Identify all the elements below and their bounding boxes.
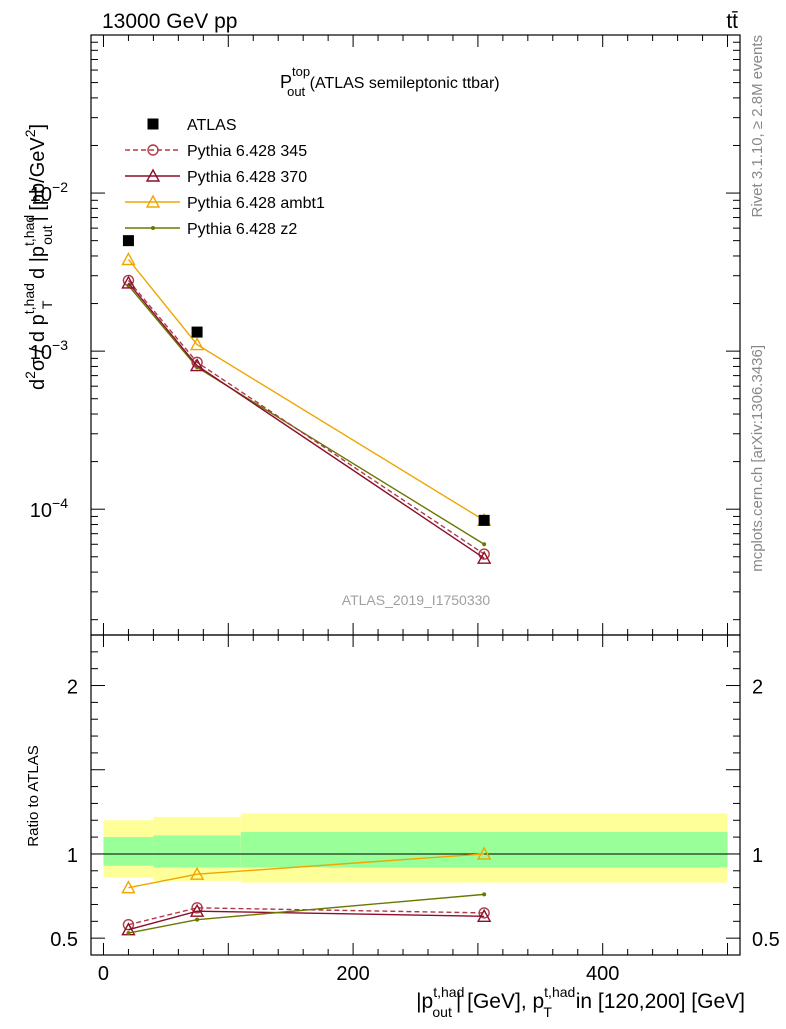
ylabel-part: σ / d p [27,314,49,371]
ylabel-part: t,had [21,283,37,314]
series-triangle-3-point [189,337,205,351]
main-title-base: P [280,72,292,92]
ratio-y-tick-label-right: 0.5 [752,929,780,951]
ylabel-part: 2 [22,129,38,137]
ratio-panel: 0 200 400 0.5 0.5 1 1 2 2 [50,634,780,985]
series-dot-4-point [482,542,487,547]
ratio-series-3-point [482,892,487,897]
legend-marker [145,168,161,182]
ratio-series-2-point [121,880,136,894]
ylabel-part: 2 [22,371,38,379]
header-energy-label: 13000 GeV pp [102,10,237,33]
ratio-series-2-point [476,846,492,860]
series-square-0-point [122,235,134,247]
ylabel-part: d |p [27,246,49,285]
ratio-series-0-point [478,907,490,919]
ylabel-part: out [39,225,55,245]
series-square-0-point [478,514,490,526]
ratio-series-1-line [128,910,485,931]
y-tick-label: 10−4 [30,495,68,522]
x-tick-label: 400 [586,963,619,985]
uncertainty-band-green [153,835,241,868]
legend: ATLAS Pythia 6.428 345 Pythia 6.428 370 Pyt… [125,117,325,238]
series-triangle-2-point [476,550,492,564]
y-tick-label: 10−2 [30,179,68,206]
legend-label: Pythia 6.428 z2 [187,221,297,238]
x-axis-label: |pt,had out | [GeV], pt,had T in [120,200] … [416,984,745,1020]
legend-label: Pythia 6.428 ambt1 [187,195,325,212]
ylabel-part: t,had [21,215,37,246]
ratio-series-1-point [476,908,492,922]
ratio-series-2-point [189,866,205,880]
series-circle-1-line [127,280,485,555]
xlabel-part: out [432,1004,452,1020]
series-square-0-point [191,326,203,338]
ratio-y-tick-label-left: 1 [67,845,78,867]
ratio-y-tick-label-left: 2 [67,677,78,699]
ratio-series-3-point [195,917,200,922]
main-title-sub: out [287,84,305,99]
legend-label: Pythia 6.428 345 [187,143,307,160]
rivet-version-label: Rivet 3.1.10, ≥ 2.8M events [749,35,766,218]
legend-marker [145,194,161,208]
legend-label: ATLAS [187,117,237,134]
header-process-label: tt̄ [726,10,738,33]
series-triangle-3-point [121,252,136,266]
legend-marker [151,226,155,230]
main-title: Ptop out (ATLAS semileptonic ttbar) [280,64,500,99]
series-triangle-2-point [121,275,136,289]
ratio-y-tick-label-right: 2 [752,677,763,699]
ratio-series-2-line [128,853,485,889]
uncertainty-band-green [240,832,728,868]
xlabel-part: in [120,200] [GeV] [570,990,745,1013]
ratio-y-tick-label-left: 0.5 [50,929,78,951]
xlabel-part: t,had [433,984,464,1000]
main-title-rest: (ATLAS semileptonic ttbar) [305,75,499,92]
x-tick-label: 200 [336,963,369,985]
series-triangle-2-line [127,282,485,559]
ylabel-part: ] [27,124,49,130]
series-triangle-2-point [189,358,205,372]
main-title-sup: top [292,64,310,79]
ratio-series-0-point [191,902,203,914]
uncertainty-band-green [103,837,154,866]
xlabel-part: | [GeV], p [456,990,544,1013]
ratio-series-1-point [189,903,205,917]
main-panel: 10−4 10−3 10−2 [30,34,741,955]
series-dot-4-line [127,285,485,545]
legend-label: Pythia 6.428 370 [187,169,307,186]
series-triangle-3-line [127,259,485,521]
ratio-frame [90,634,741,956]
ratio-y-axis-label: Ratio to ATLAS [25,745,42,846]
series-circle-1-point [122,274,135,287]
mcplots-label: mcplots.cern.ch [arXiv:1306.3436] [749,345,766,572]
ylabel-part: d [27,379,49,390]
xlabel-part: t,had [544,984,575,1000]
x-tick-label: 0 [98,963,109,985]
main-y-axis-label: d2σ / d pt,had T d |pt,had out| [pb/GeV2] [21,124,55,390]
series-circle-1-point [191,356,203,368]
xlabel-part: T [543,1004,552,1020]
xlabel-part: |p [416,990,433,1013]
ylabel-part: T [39,300,55,309]
analysis-watermark: ATLAS_2019_I1750330 [342,592,491,608]
ylabel-part: | [pb/GeV [27,137,49,222]
legend-marker [147,144,159,156]
y-tick-label: 10−3 [30,337,68,364]
legend-marker [147,118,159,130]
ratio-y-tick-label-right: 1 [752,845,763,867]
ratio-series-3-point [126,931,131,936]
